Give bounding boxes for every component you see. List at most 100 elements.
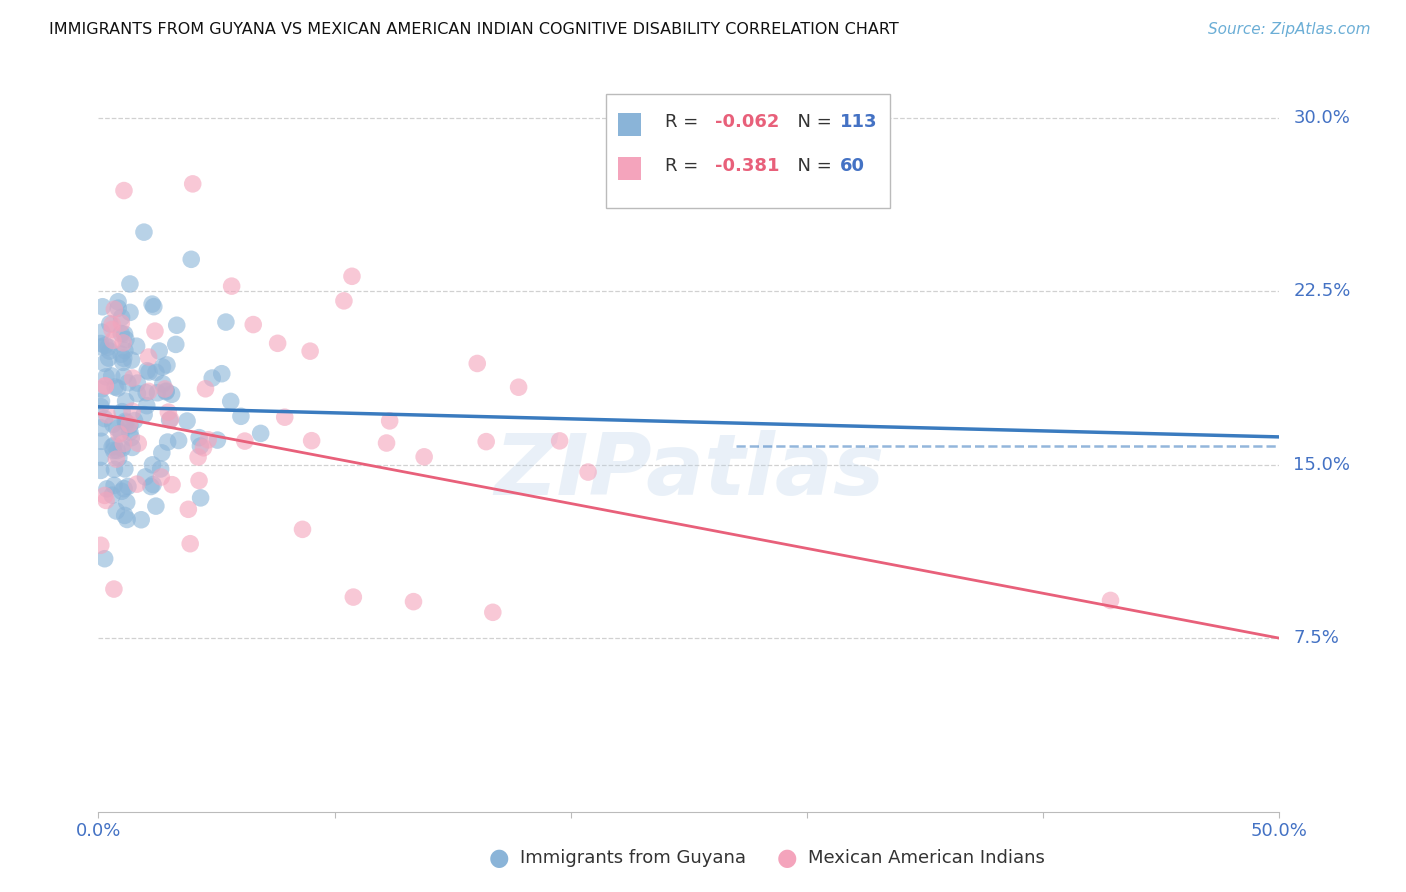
Point — [103, 462, 125, 476]
Point — [101, 318, 124, 332]
Point — [135, 399, 157, 413]
Point — [112, 335, 135, 350]
Point — [153, 382, 176, 396]
Point — [152, 359, 174, 374]
Bar — [619, 113, 641, 136]
Point — [118, 277, 141, 291]
Text: ●: ● — [489, 847, 509, 870]
Point — [375, 436, 398, 450]
Point — [93, 356, 115, 370]
Text: R =: R = — [665, 157, 710, 175]
Text: N =: N = — [786, 112, 838, 131]
Point — [110, 316, 132, 330]
Point — [136, 364, 159, 378]
Point — [107, 294, 129, 309]
Text: 113: 113 — [841, 112, 877, 131]
Point — [156, 435, 179, 450]
Point — [111, 442, 134, 456]
Point — [118, 305, 141, 319]
Point — [114, 508, 136, 523]
Point — [127, 436, 149, 450]
Point — [465, 356, 488, 370]
Point — [103, 302, 125, 317]
Point — [134, 470, 156, 484]
Text: -0.381: -0.381 — [714, 157, 779, 175]
Point — [378, 414, 401, 428]
Point — [90, 538, 112, 552]
Point — [105, 504, 128, 518]
Point — [96, 408, 118, 422]
Point — [215, 315, 238, 329]
Point — [139, 479, 162, 493]
Point — [107, 301, 129, 315]
Point — [413, 450, 436, 464]
Point — [101, 417, 124, 432]
Point — [110, 425, 132, 440]
Point — [177, 502, 200, 516]
Point — [97, 351, 120, 365]
Point — [160, 387, 183, 401]
Point — [90, 400, 112, 414]
Point — [94, 379, 117, 393]
Point — [112, 184, 135, 198]
Point — [110, 347, 132, 361]
Point — [132, 225, 155, 239]
Point — [211, 367, 233, 381]
Point — [207, 433, 229, 447]
Point — [159, 413, 181, 427]
Point — [112, 369, 135, 384]
Point — [138, 384, 160, 399]
Point — [94, 338, 117, 352]
Text: Immigrants from Guyana: Immigrants from Guyana — [520, 849, 747, 867]
Point — [242, 318, 264, 332]
Point — [94, 369, 117, 384]
Point — [576, 465, 599, 479]
Point — [108, 426, 131, 441]
Text: Mexican American Indians: Mexican American Indians — [808, 849, 1045, 867]
Point — [115, 495, 138, 509]
Point — [90, 421, 112, 435]
Bar — [619, 157, 641, 180]
Point — [181, 177, 204, 191]
Point — [121, 404, 143, 418]
Point — [141, 297, 163, 311]
Point — [190, 439, 212, 453]
Point — [340, 269, 363, 284]
Point — [160, 477, 183, 491]
Point — [301, 434, 323, 448]
Point — [155, 384, 177, 399]
Point — [110, 326, 132, 341]
Point — [101, 440, 124, 454]
Text: 15.0%: 15.0% — [1294, 456, 1350, 474]
Point — [482, 605, 505, 619]
Point — [229, 409, 252, 424]
Point — [90, 325, 112, 339]
Point — [475, 434, 498, 449]
Point — [193, 441, 215, 455]
Point — [121, 353, 143, 368]
Point — [114, 343, 136, 358]
Point — [90, 336, 112, 351]
Point — [112, 482, 135, 496]
FancyBboxPatch shape — [606, 94, 890, 209]
Point — [90, 382, 112, 396]
Point — [134, 408, 156, 422]
Point — [98, 317, 121, 331]
Point — [333, 293, 356, 308]
Point — [190, 491, 212, 505]
Point — [117, 479, 139, 493]
Point — [103, 443, 125, 458]
Point — [107, 381, 129, 395]
Point — [112, 436, 135, 450]
Point — [90, 450, 112, 464]
Point — [115, 333, 138, 347]
Point — [115, 512, 138, 526]
Point — [1099, 593, 1122, 607]
Point — [90, 394, 112, 409]
Point — [149, 462, 172, 476]
Point — [111, 355, 134, 369]
Point — [148, 344, 170, 359]
Point — [103, 438, 125, 452]
Text: ZIPatlas: ZIPatlas — [494, 430, 884, 513]
Text: 30.0%: 30.0% — [1294, 109, 1350, 127]
